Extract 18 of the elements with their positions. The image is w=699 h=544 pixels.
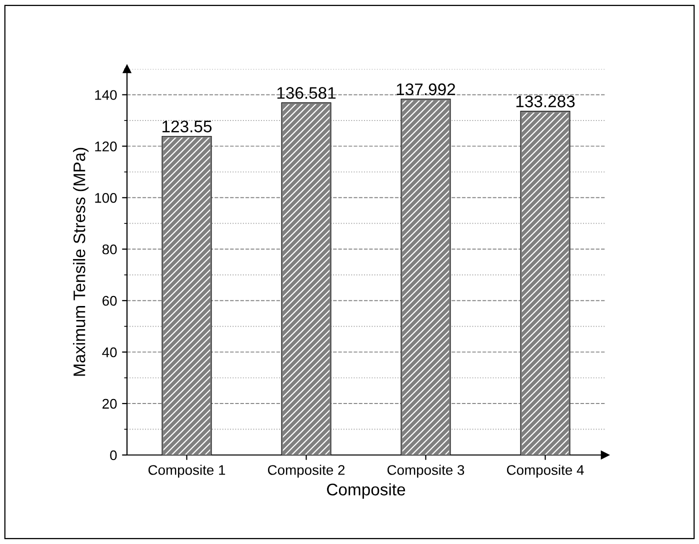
data-label: 136.581	[277, 87, 336, 99]
y-tick-label: 0	[110, 450, 117, 460]
data-label: 137.992	[396, 83, 456, 96]
y-tick-label: 120	[95, 142, 117, 152]
y-tick-label: 20	[102, 398, 117, 409]
x-tick-label: Composite 4	[506, 464, 584, 478]
y-tick-label: 100	[95, 193, 117, 203]
x-tick-label: Composite 3	[387, 464, 464, 478]
x-tick-label: Composite 2	[268, 464, 345, 478]
data-label: 133.283	[516, 96, 575, 108]
y-tick-label: 80	[102, 244, 117, 254]
y-tick-label: 60	[102, 296, 117, 306]
x-tick-label: Composite 1	[148, 464, 226, 478]
y-axis-title: Maximum Tensile Stress (MPa)	[73, 148, 89, 376]
data-label: 123.55	[162, 120, 212, 132]
x-axis-title: Composite	[327, 483, 406, 499]
y-tick-label: 140	[95, 90, 117, 100]
y-tick-label: 40	[102, 347, 117, 358]
